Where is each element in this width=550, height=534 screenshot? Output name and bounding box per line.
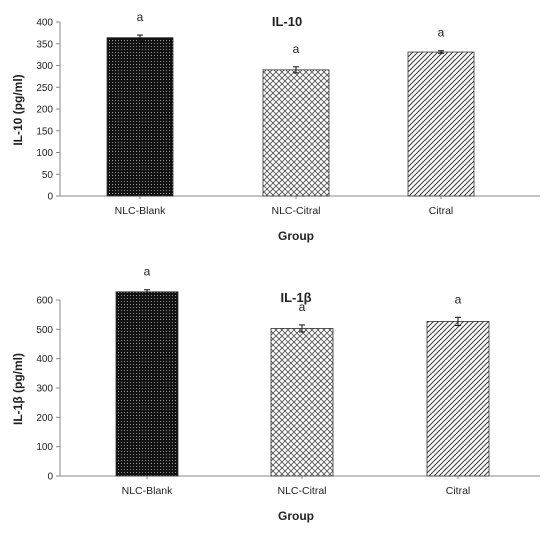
x-axis-label: Group	[278, 229, 314, 243]
y-axis-label: IL-1β (pg/ml)	[11, 353, 25, 425]
y-axis-label: IL-10 (pg/ml)	[11, 74, 25, 145]
y-tick-label: 300	[36, 384, 53, 395]
chart-il1b: IL-1β IL-1β (pg/ml) Group 0 100 200 300 400 5…	[11, 265, 540, 523]
y-tick-label: 0	[47, 472, 53, 483]
category-label: NLC-Citral	[271, 205, 320, 217]
y-tick-label: 400	[36, 18, 53, 29]
y-tick-label: 250	[36, 83, 53, 94]
bar	[262, 69, 330, 197]
x-axis-label: Group	[278, 509, 314, 523]
y-tick-label: 300	[36, 61, 53, 72]
bar	[426, 321, 490, 477]
significance-label: a	[137, 10, 144, 24]
bar	[106, 37, 174, 197]
category-label: Citral	[429, 205, 454, 217]
plot-area: 0 100 200 300 400 500 600 a NLC-Blank a NLC-Citral…	[36, 265, 540, 497]
y-tick-label: 500	[36, 325, 53, 336]
y-tick-label: 100	[36, 148, 53, 159]
y-tick-label: 150	[36, 126, 53, 137]
y-tick-label: 200	[36, 105, 53, 116]
significance-label: a	[299, 300, 306, 314]
significance-label: a	[455, 292, 462, 306]
bar	[270, 328, 334, 477]
category-label: NLC-Blank	[115, 205, 167, 217]
significance-label: a	[293, 42, 300, 56]
y-tick-label: 350	[36, 39, 53, 50]
category-label: NLC-Citral	[277, 485, 326, 497]
chart-title: IL-10	[272, 14, 302, 29]
chart-il10: IL-10 IL-10 (pg/ml) Group 0 50 100 150 200 25…	[11, 10, 540, 243]
category-label: NLC-Blank	[122, 485, 174, 497]
chart-title: IL-1β	[280, 290, 311, 305]
plot-area: 0 50 100 150 200 250 300 350 400 a NLC-Blank a NLC-C…	[36, 10, 540, 217]
category-label: Citral	[446, 485, 471, 497]
bar	[407, 51, 475, 197]
significance-label: a	[438, 26, 445, 40]
y-tick-label: 100	[36, 442, 53, 453]
bar	[115, 291, 179, 477]
y-tick-label: 50	[42, 170, 54, 181]
y-tick-label: 400	[36, 354, 53, 365]
y-tick-label: 200	[36, 413, 53, 424]
y-tick-label: 0	[47, 192, 53, 203]
y-tick-label: 600	[36, 296, 53, 307]
significance-label: a	[144, 265, 151, 279]
